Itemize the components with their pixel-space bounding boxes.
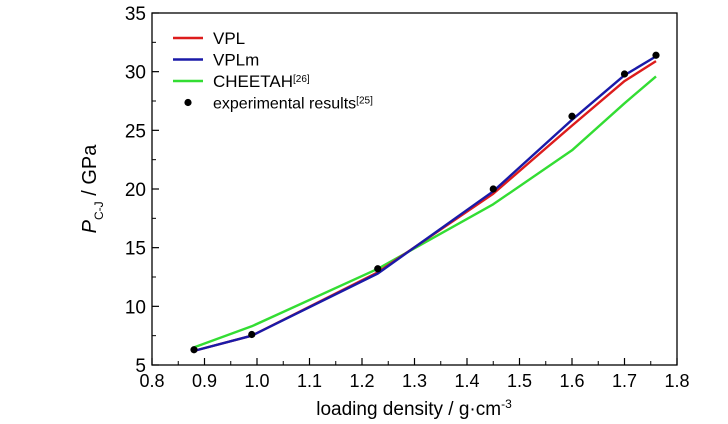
y-tick-label: 10 [125,297,146,318]
x-tick-label: 1.4 [454,371,479,391]
legend-label: VPL [213,29,245,48]
legend-item: experimental results[25] [184,95,373,113]
data-point [374,265,382,273]
x-tick-label: 1.2 [349,371,374,391]
data-point [620,70,629,78]
y-tick-label: 30 [125,63,146,84]
x-tick-label: 1.6 [559,371,584,391]
x-tick-label: 1.0 [244,371,269,391]
legend-item: CHEETAH[26] [173,72,310,91]
series-line-cheetah [193,75,657,349]
series-layer [190,51,660,354]
x-tick-label: 1.1 [297,371,322,391]
x-axis: 0.8 0.9 1.0 1.1 1.2 1.3 1.4 1.5 1.6 1.7 1.8 [139,358,690,391]
y-axis-label-sub: C-J [92,201,106,220]
x-tick-label: 1.7 [612,371,637,391]
y-tick-label: 15 [125,239,146,260]
data-point [248,330,256,339]
x-tick-label: 1.3 [402,371,427,391]
x-axis-label-sup: -3 [501,397,512,411]
y-axis-label: PC-J / GPa [79,144,106,234]
data-point [652,51,660,59]
legend: VPL VPLm CHEETAH[26] experimental results[2… [173,29,373,113]
legend-label: experimental results[25] [213,95,373,113]
legend-item: VPL [173,29,245,48]
x-tick-label: 0.8 [139,371,164,391]
data-point [568,112,576,120]
data-point [190,346,198,354]
legend-label: VPLm [213,51,259,70]
x-tick-label: 0.9 [192,371,217,391]
x-tick-label: 1.5 [507,371,532,391]
legend-label: CHEETAH[26] [213,72,310,91]
y-tick-label: 25 [125,121,146,142]
legend-item: VPLm [173,51,259,70]
legend-marker [184,98,192,107]
y-tick-label: 5 [135,356,146,377]
y-tick-label: 20 [125,180,146,201]
x-tick-label: 1.8 [664,371,689,391]
x-axis-label: loading density / g·cm-3 [316,397,512,420]
data-point [489,185,497,193]
y-axis-label-rest: / GPa [79,144,101,202]
y-tick-label: 35 [125,4,146,25]
y-axis: 5 10 15 20 25 30 35 [125,4,159,377]
